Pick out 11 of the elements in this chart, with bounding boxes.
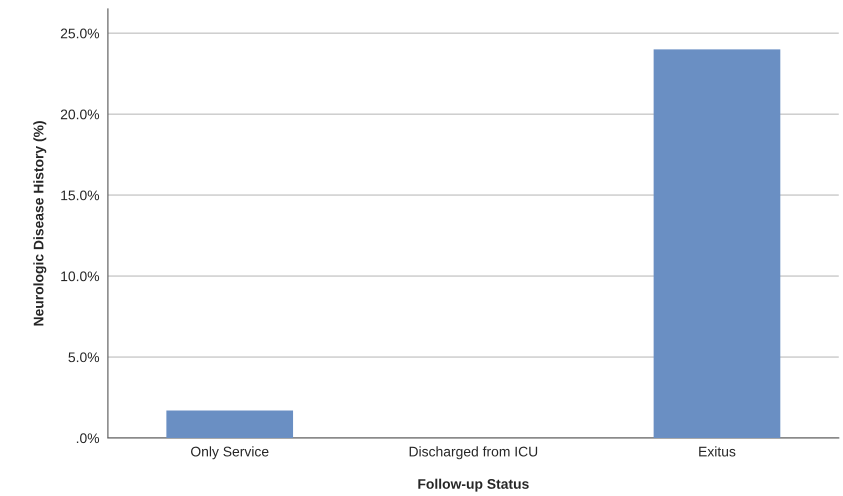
x-axis-title: Follow-up Status — [418, 478, 529, 492]
x-tick-label: Only Service — [191, 446, 268, 460]
y-tick-label: 15.0% — [61, 190, 100, 200]
y-tick-label: 20.0% — [60, 110, 100, 120]
x-tick-label: Discharged from ICU — [410, 446, 538, 460]
y-tick-label: 10.0% — [61, 271, 100, 282]
y-axis-title: Neurologic Disease History (%) — [33, 121, 46, 326]
x-tick-label: Exitus — [699, 446, 736, 457]
y-tick-label: 25.0% — [60, 28, 100, 38]
y-tick-label: 5.0% — [68, 352, 100, 362]
y-tick-label: .0% — [76, 433, 100, 444]
